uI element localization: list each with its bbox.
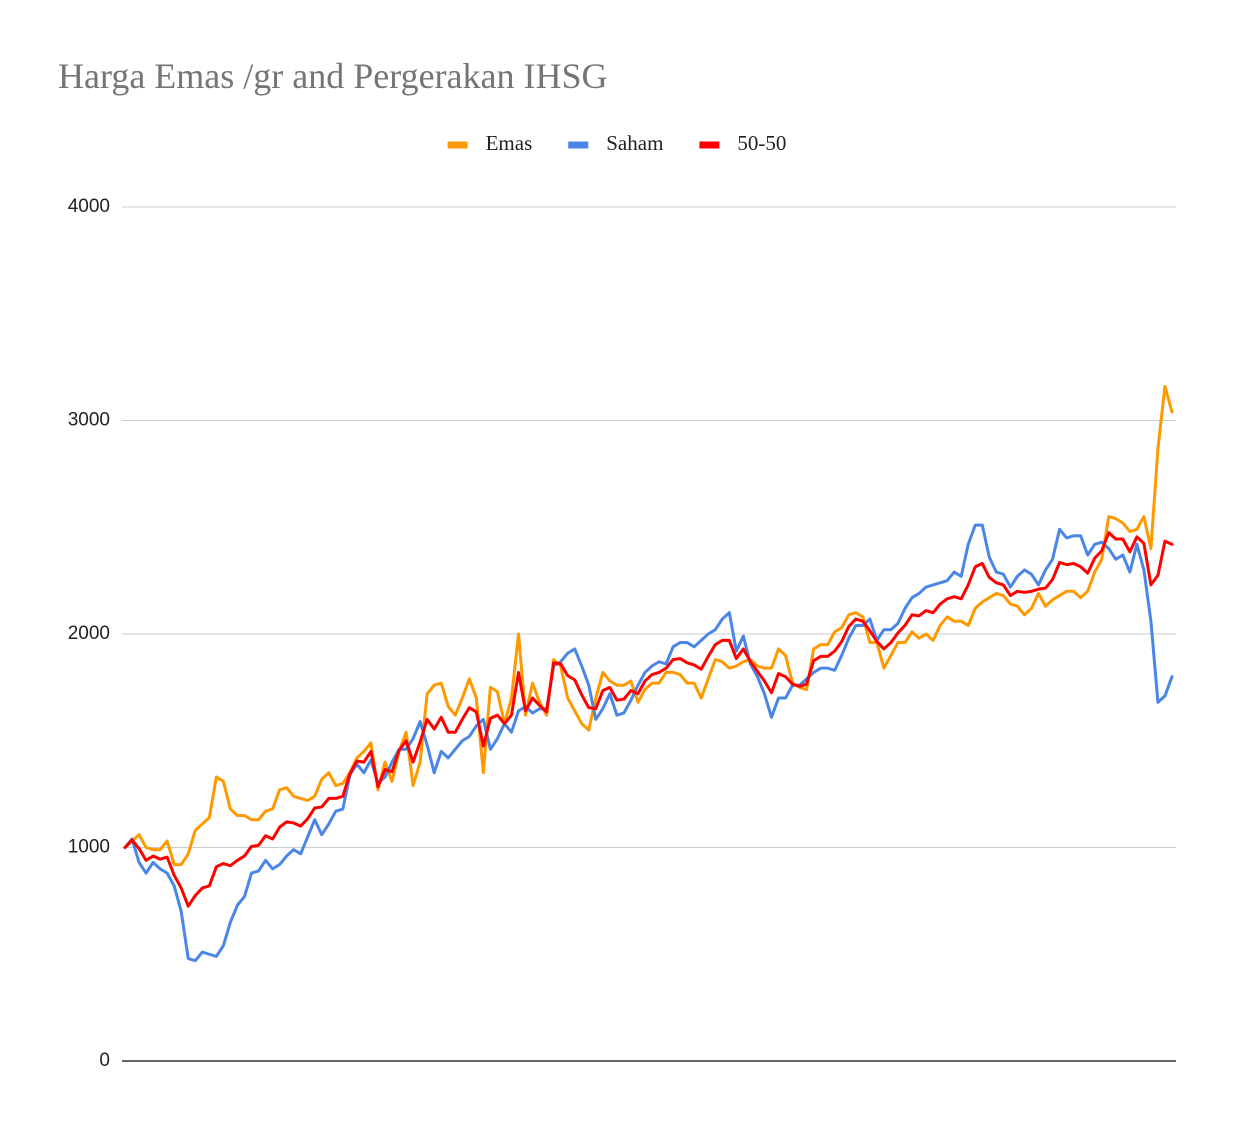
series-line [123,384,1174,867]
legend-label: Saham [606,131,663,155]
y-tick-label: 2000 [68,623,110,644]
legend-label: Emas [486,131,533,155]
series-line [123,523,1174,963]
y-tick-label: 3000 [68,410,110,431]
y-tick-label: 1000 [68,837,110,858]
series-line [123,531,1174,908]
y-tick-label: 4000 [68,196,110,217]
y-tick-label: 0 [99,1050,110,1071]
chart-title: Harga Emas /gr and Pergerakan IHSG [58,56,608,96]
legend-label: 50-50 [737,131,786,155]
